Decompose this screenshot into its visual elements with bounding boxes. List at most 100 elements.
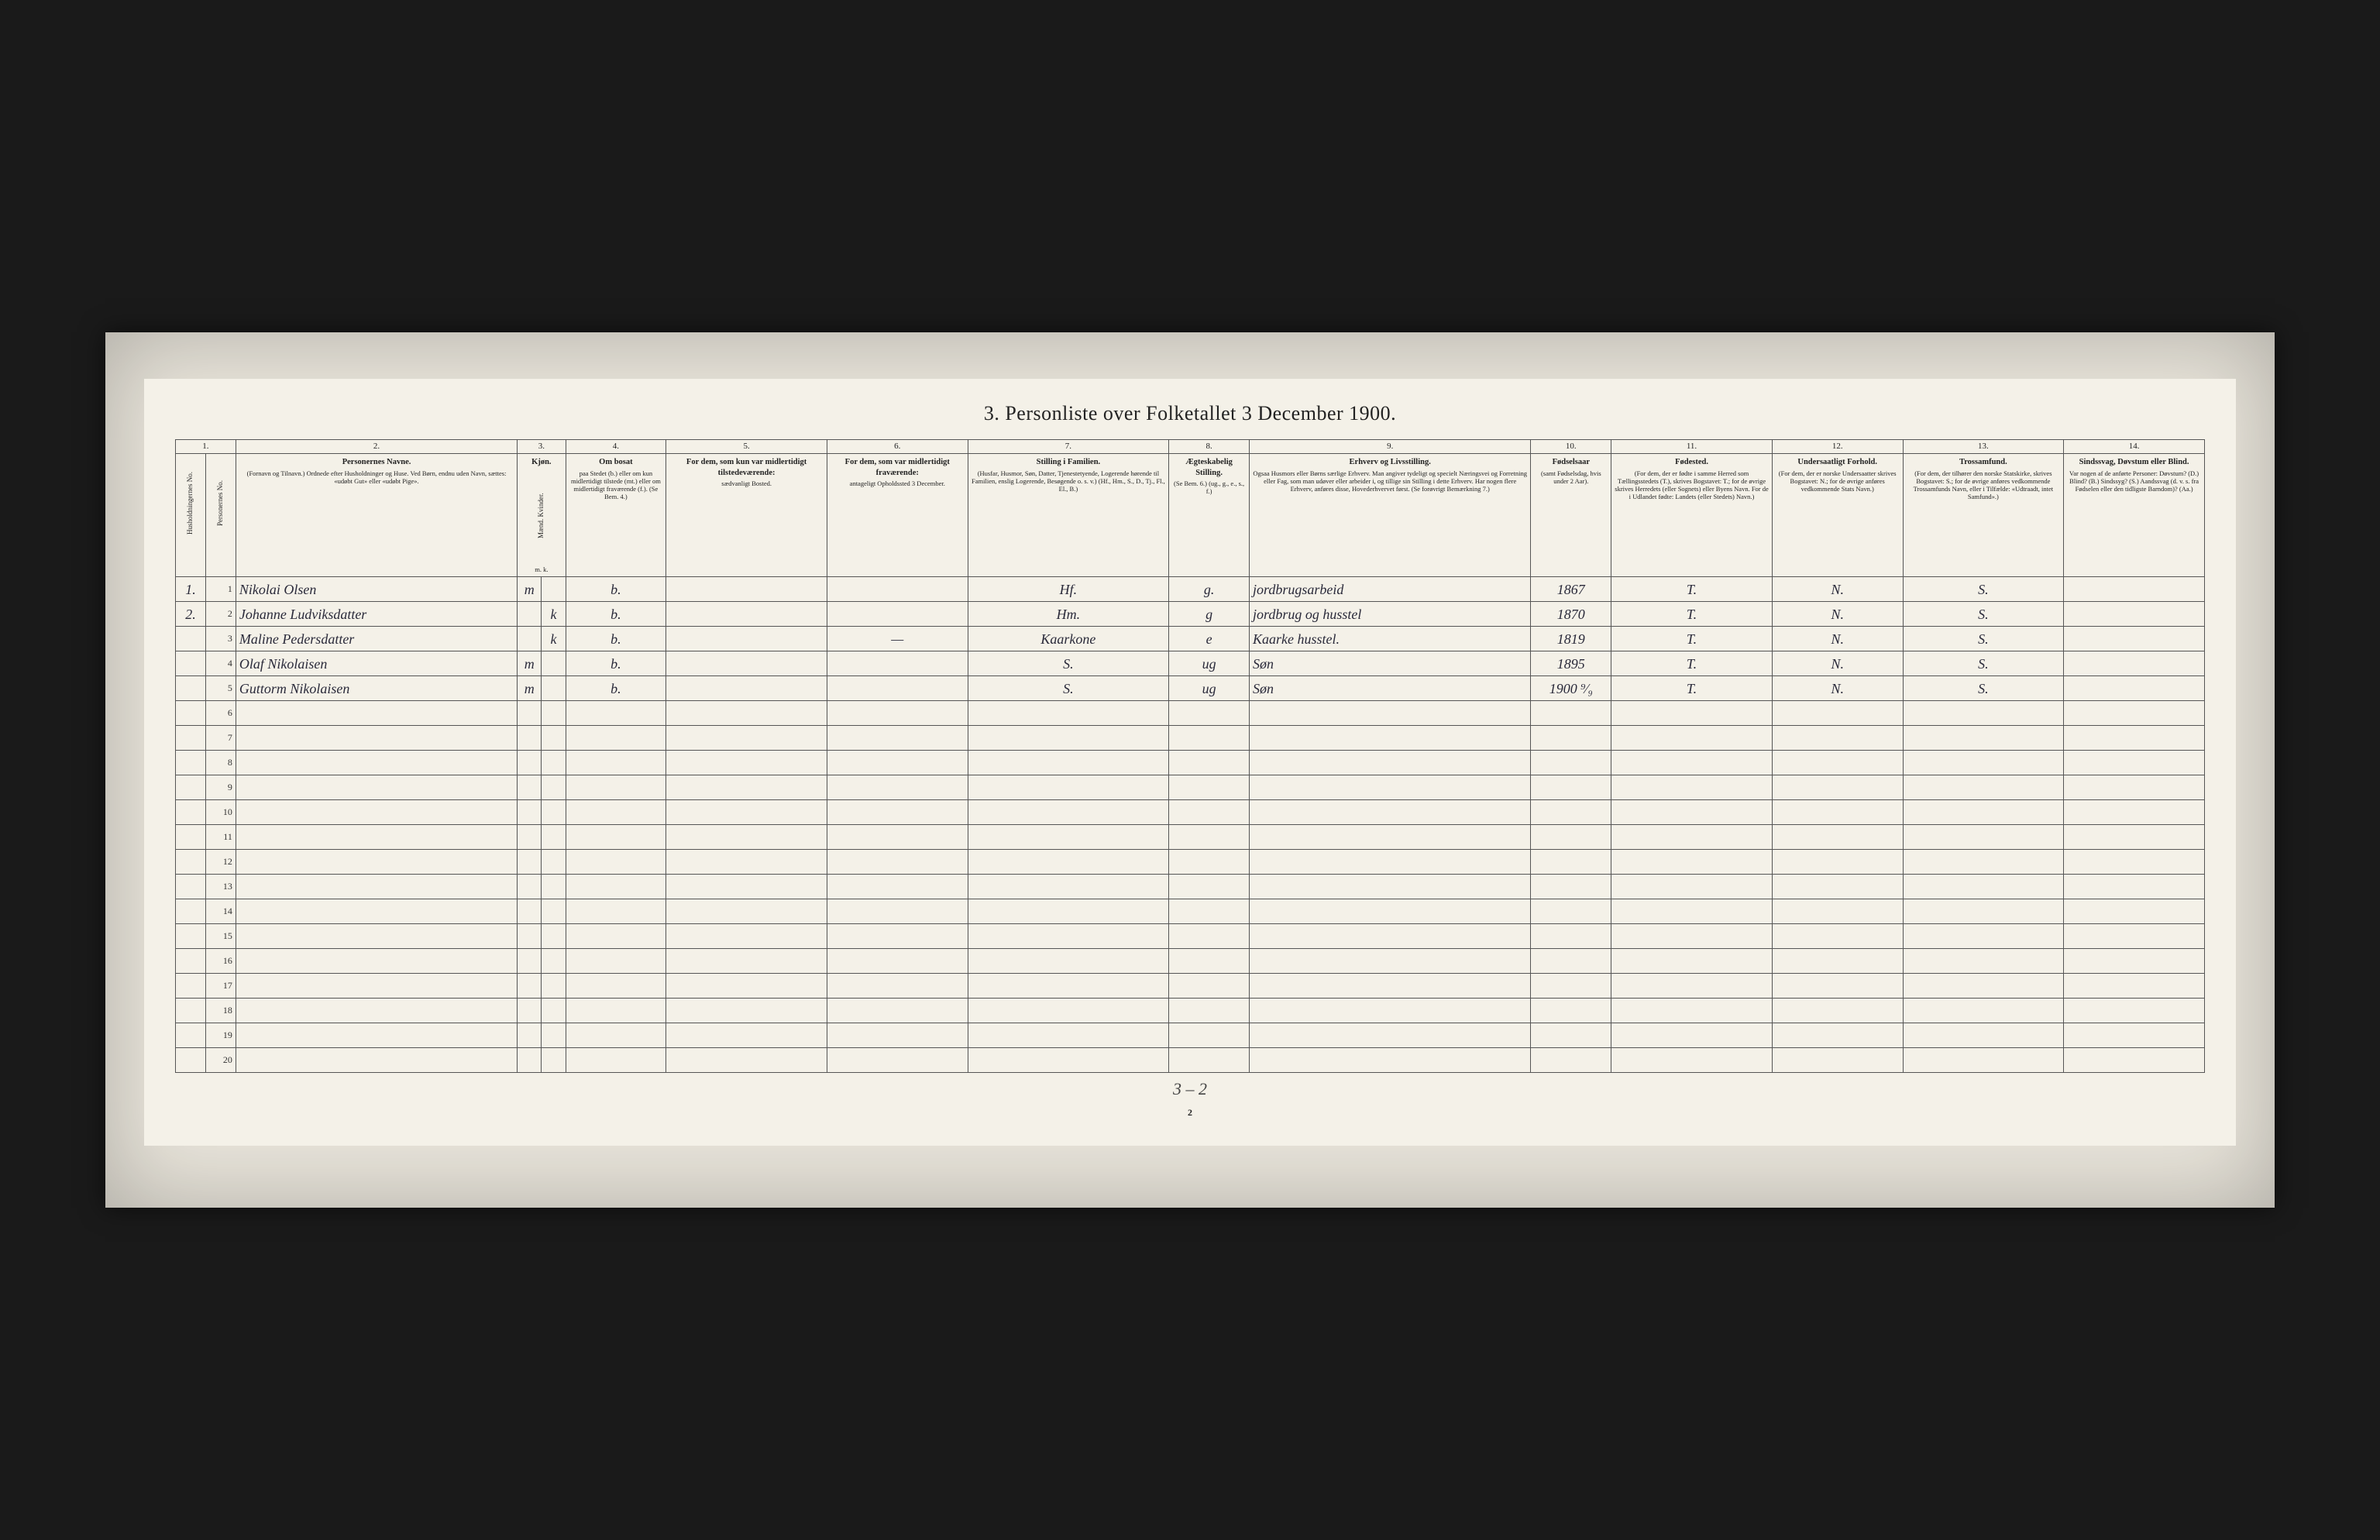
- cell-person-no: 16: [205, 949, 236, 974]
- hdr-household-no: Husholdningernes No.: [176, 454, 206, 577]
- table-body: 1.1Nikolai Olsenmb.Hf.g.jordbrugsarbeid1…: [176, 577, 2205, 1073]
- cell-person-no: 4: [205, 651, 236, 676]
- cell-household-no: [176, 899, 206, 924]
- cell-marital: e: [1169, 627, 1250, 651]
- table-row-empty: 11: [176, 825, 2205, 850]
- cell-temp-absent: —: [827, 627, 968, 651]
- table-row: 1.1Nikolai Olsenmb.Hf.g.jordbrugsarbeid1…: [176, 577, 2205, 602]
- cell-birthplace: T.: [1611, 651, 1773, 676]
- cell-household-no: [176, 825, 206, 850]
- table-row-empty: 10: [176, 800, 2205, 825]
- hdr-nationality: Undersaatligt Forhold. (For dem, der er …: [1772, 454, 1903, 577]
- table-row-empty: 13: [176, 875, 2205, 899]
- cell-nationality: N.: [1772, 602, 1903, 627]
- cell-nationality: N.: [1772, 577, 1903, 602]
- table-row-empty: 12: [176, 850, 2205, 875]
- cell-name: Olaf Nikolaisen: [236, 651, 517, 676]
- cell-household-no: [176, 751, 206, 775]
- cell-household-no: [176, 875, 206, 899]
- cell-occupation: jordbrugsarbeid: [1250, 577, 1531, 602]
- hdr-temp-absent: For dem, som var midlertidigt fraværende…: [827, 454, 968, 577]
- colnum-6: 6.: [827, 439, 968, 454]
- colnum-14: 14.: [2064, 439, 2205, 454]
- cell-sex-k: k: [542, 602, 566, 627]
- cell-sex-m: m: [518, 651, 542, 676]
- colnum-7: 7.: [968, 439, 1169, 454]
- cell-marital: ug: [1169, 651, 1250, 676]
- cell-sex-k: [542, 651, 566, 676]
- cell-marital: ug: [1169, 676, 1250, 701]
- cell-family-pos: Hm.: [968, 602, 1169, 627]
- cell-disability: [2064, 577, 2205, 602]
- table-row-empty: 8: [176, 751, 2205, 775]
- cell-disability: [2064, 602, 2205, 627]
- cell-sex-k: [542, 577, 566, 602]
- cell-person-no: 11: [205, 825, 236, 850]
- cell-family-pos: S.: [968, 651, 1169, 676]
- colnum-9: 9.: [1250, 439, 1531, 454]
- colnum-12: 12.: [1772, 439, 1903, 454]
- cell-household-no: [176, 651, 206, 676]
- cell-temp-present: [666, 627, 827, 651]
- cell-temp-absent: [827, 676, 968, 701]
- cell-sex-k: [542, 676, 566, 701]
- hdr-sex: Kjøn. Mænd. Kvinder. m. k.: [518, 454, 566, 577]
- cell-disability: [2064, 627, 2205, 651]
- cell-household-no: [176, 627, 206, 651]
- cell-person-no: 12: [205, 850, 236, 875]
- cell-person-no: 10: [205, 800, 236, 825]
- census-table: 1. 2. 3. 4. 5. 6. 7. 8. 9. 10. 11. 12. 1…: [175, 439, 2205, 1074]
- table-row: 2.2Johanne Ludviksdatterkb.Hm.gjordbrug …: [176, 602, 2205, 627]
- hdr-family-position: Stilling i Familien. (Husfar, Husmor, Sø…: [968, 454, 1169, 577]
- cell-person-no: 8: [205, 751, 236, 775]
- cell-birthyear: 1870: [1531, 602, 1611, 627]
- cell-person-no: 20: [205, 1048, 236, 1073]
- cell-person-no: 1: [205, 577, 236, 602]
- hdr-person-no: Personernes No.: [205, 454, 236, 577]
- colnum-13: 13.: [1903, 439, 2064, 454]
- cell-person-no: 18: [205, 999, 236, 1023]
- table-row-empty: 7: [176, 726, 2205, 751]
- hdr-occupation: Erhverv og Livsstilling. Ogsaa Husmors e…: [1250, 454, 1531, 577]
- table-row-empty: 6: [176, 701, 2205, 726]
- cell-household-no: 2.: [176, 602, 206, 627]
- cell-temp-present: [666, 602, 827, 627]
- cell-household-no: [176, 676, 206, 701]
- table-row-empty: 18: [176, 999, 2205, 1023]
- cell-sex-k: k: [542, 627, 566, 651]
- cell-sex-m: [518, 627, 542, 651]
- hdr-marital: Ægteskabelig Stilling. (Se Bem. 6.) (ug.…: [1169, 454, 1250, 577]
- cell-household-no: [176, 800, 206, 825]
- colnum-10: 10.: [1531, 439, 1611, 454]
- cell-sex-m: [518, 602, 542, 627]
- cell-person-no: 17: [205, 974, 236, 999]
- cell-temp-absent: [827, 602, 968, 627]
- cell-residence: b.: [566, 651, 666, 676]
- cell-residence: b.: [566, 676, 666, 701]
- cell-marital: g: [1169, 602, 1250, 627]
- hdr-birthplace: Fødested. (For dem, der er fødte i samme…: [1611, 454, 1773, 577]
- page-title: 3. Personliste over Folketallet 3 Decemb…: [175, 402, 2205, 425]
- cell-occupation: Søn: [1250, 651, 1531, 676]
- cell-household-no: [176, 775, 206, 800]
- cell-religion: S.: [1903, 676, 2064, 701]
- cell-person-no: 5: [205, 676, 236, 701]
- cell-family-pos: S.: [968, 676, 1169, 701]
- cell-birthplace: T.: [1611, 627, 1773, 651]
- cell-nationality: N.: [1772, 651, 1903, 676]
- cell-disability: [2064, 676, 2205, 701]
- cell-household-no: [176, 949, 206, 974]
- cell-household-no: 1.: [176, 577, 206, 602]
- hdr-disability: Sindssvag, Døvstum eller Blind. Var noge…: [2064, 454, 2205, 577]
- cell-sex-m: m: [518, 676, 542, 701]
- hdr-temp-present: For dem, som kun var midlertidigt tilste…: [666, 454, 827, 577]
- colnum-4: 4.: [566, 439, 666, 454]
- scan-frame: 3. Personliste over Folketallet 3 Decemb…: [105, 332, 2275, 1208]
- cell-nationality: N.: [1772, 676, 1903, 701]
- cell-birthplace: T.: [1611, 577, 1773, 602]
- cell-name: Maline Pedersdatter: [236, 627, 517, 651]
- cell-occupation: Kaarke husstel.: [1250, 627, 1531, 651]
- cell-family-pos: Hf.: [968, 577, 1169, 602]
- table-header: 1. 2. 3. 4. 5. 6. 7. 8. 9. 10. 11. 12. 1…: [176, 439, 2205, 577]
- cell-religion: S.: [1903, 602, 2064, 627]
